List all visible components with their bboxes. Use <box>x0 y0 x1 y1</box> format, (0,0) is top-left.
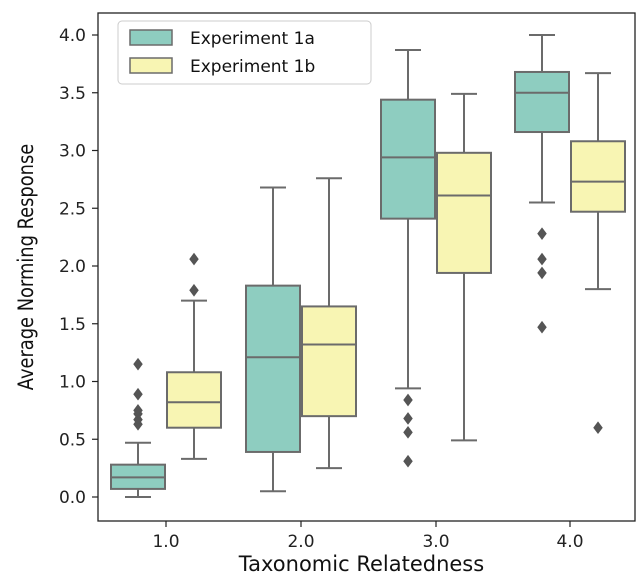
outlier-point <box>189 252 199 266</box>
outlier-point <box>133 387 143 401</box>
legend-label-experiment-1b: Experiment 1b <box>190 57 315 77</box>
outlier-point <box>133 357 143 371</box>
outlier-point <box>537 252 547 266</box>
box <box>514 70 570 134</box>
outlier-point <box>189 283 199 297</box>
x-tick-label: 1.0 <box>152 532 179 552</box>
box <box>245 284 301 453</box>
outlier-point <box>593 421 603 435</box>
outlier-point <box>403 393 413 407</box>
axes: 0.0 0.5 1.0 1.5 2.0 2.5 3.0 3.5 4.0 1.0 2.0 3.0 4.0 <box>59 26 584 552</box>
legend-label-experiment-1a: Experiment 1a <box>190 29 315 49</box>
outlier-point <box>403 425 413 439</box>
outlier-point <box>403 412 413 425</box>
legend-swatch-experiment-1a <box>129 29 173 46</box>
box <box>570 140 626 213</box>
box <box>301 305 357 418</box>
legend-frame <box>117 20 372 85</box>
y-tick-label: 4.0 <box>59 26 86 46</box>
box <box>380 98 436 220</box>
plot-marks <box>110 34 626 498</box>
outlier-point <box>537 266 547 280</box>
x-axis-label: Taxonomic Relatedness <box>238 552 484 574</box>
y-tick-label: 1.0 <box>59 373 86 393</box>
outlier-point <box>403 454 413 468</box>
outlier-point <box>133 404 143 417</box>
outlier-point <box>537 227 547 240</box>
box <box>166 371 222 429</box>
x-tick-label: 4.0 <box>556 532 583 552</box>
box <box>436 151 492 274</box>
y-axis-label: Average Norming Response <box>14 144 39 390</box>
y-tick-label: 0.0 <box>59 488 86 508</box>
y-tick-label: 1.5 <box>59 315 86 335</box>
y-tick-label: 0.5 <box>59 430 86 450</box>
y-tick-label: 3.0 <box>59 142 86 162</box>
y-tick-label: 2.5 <box>59 199 86 219</box>
outlier-point <box>537 320 547 334</box>
legend: Experiment 1a Experiment 1b <box>117 20 372 85</box>
legend-swatch-experiment-1b <box>129 57 173 74</box>
y-tick-label: 3.5 <box>59 84 86 104</box>
x-tick-label: 2.0 <box>287 532 314 552</box>
x-tick-label: 3.0 <box>422 532 449 552</box>
y-tick-label: 2.0 <box>59 257 86 277</box>
plot-frame <box>97 12 636 522</box>
